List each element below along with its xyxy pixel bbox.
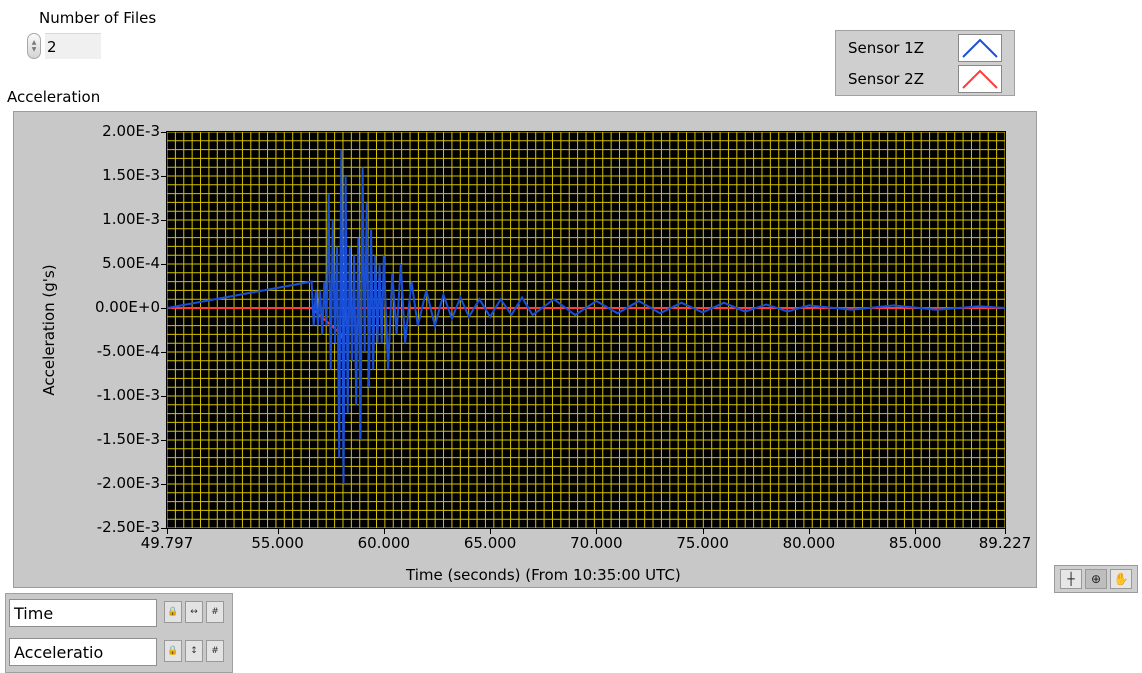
y-autoscale-icon[interactable]: ↕ — [185, 640, 203, 662]
y-scale-name[interactable]: Acceleratio — [9, 638, 157, 666]
y-tick-mark — [161, 528, 167, 529]
legend-item-sensor-1z[interactable]: Sensor 1Z — [848, 33, 1014, 63]
graph-tools-palette[interactable]: ┼ ⊕ ✋ — [1054, 565, 1138, 593]
num-files-input[interactable]: 2 — [45, 33, 101, 59]
y-format-icon[interactable]: # — [206, 640, 224, 662]
x-tick-label: 80.000 — [782, 534, 836, 552]
x-tick-label: 60.000 — [357, 534, 411, 552]
y-tick-label: -5.00E-4 — [96, 342, 160, 360]
num-files-control[interactable]: ▲ ▼ 2 — [27, 31, 105, 61]
y-tick-label: -2.50E-3 — [96, 518, 160, 536]
y-tick-label: 1.00E-3 — [102, 210, 160, 228]
y-tick-mark — [161, 264, 167, 265]
graph-label: Acceleration — [7, 88, 101, 106]
y-tick-label: -2.00E-3 — [96, 474, 160, 492]
x-tick-mark — [277, 528, 279, 534]
x-tick-label: 70.000 — [570, 534, 623, 552]
x-tick-label: 65.000 — [463, 534, 517, 552]
num-files-label: Number of Files — [39, 9, 157, 27]
cursor-tool-icon[interactable]: ┼ — [1060, 569, 1082, 589]
x-tick-mark — [1005, 528, 1006, 534]
legend-item-sensor-2z[interactable]: Sensor 2Z — [848, 64, 1014, 94]
x-tick-mark — [915, 528, 917, 534]
zoom-tool-icon[interactable]: ⊕ — [1085, 569, 1107, 589]
line-style-icon[interactable] — [958, 65, 1002, 93]
y-tick-label: 5.00E-4 — [102, 254, 160, 272]
x-tick-label: 85.000 — [888, 534, 942, 552]
y-tick-label: 2.00E-3 — [102, 122, 160, 140]
x-tick-mark — [596, 528, 598, 534]
x-tick-mark — [167, 528, 168, 534]
plot-svg — [167, 132, 1005, 528]
series-line-sensor-1z — [167, 149, 1005, 485]
x-tick-label: 89.227 — [978, 534, 1032, 552]
increment-decrement-arrows[interactable]: ▲ ▼ — [27, 33, 41, 59]
plot-area[interactable] — [166, 131, 1006, 529]
scale-legend[interactable]: Time 🔒 ↔ # Acceleratio 🔒 ↕ # — [5, 593, 233, 673]
y-tick-label: -1.00E-3 — [96, 386, 160, 404]
y-tick-mark — [161, 396, 167, 397]
y-tick-mark — [161, 352, 167, 353]
plot-legend[interactable]: Sensor 1Z Sensor 2Z — [835, 30, 1015, 96]
y-tick-label: -1.50E-3 — [96, 430, 160, 448]
x-tick-mark — [383, 528, 385, 534]
y-tick-mark — [161, 132, 167, 133]
x-tick-label: 55.000 — [251, 534, 304, 552]
legend-label: Sensor 1Z — [848, 39, 925, 57]
x-tick-label: 75.000 — [676, 534, 729, 552]
pan-tool-icon[interactable]: ✋ — [1110, 569, 1132, 589]
y-tick-mark — [161, 308, 167, 309]
y-tick-mark — [161, 176, 167, 177]
x-tick-mark — [490, 528, 492, 534]
x-autoscale-icon[interactable]: ↔ — [185, 601, 203, 623]
legend-label: Sensor 2Z — [848, 70, 925, 88]
x-tick-label: 49.797 — [140, 534, 194, 552]
decrement-arrow-icon[interactable]: ▼ — [31, 46, 37, 53]
x-scale-name[interactable]: Time — [9, 599, 157, 627]
y-tick-label: 0.00E+0 — [95, 298, 160, 316]
lock-icon[interactable]: 🔒 — [164, 601, 182, 623]
x-format-icon[interactable]: # — [206, 601, 224, 623]
x-axis-title: Time (seconds) (From 10:35:00 UTC) — [406, 566, 681, 584]
x-tick-mark — [808, 528, 810, 534]
y-tick-mark — [161, 484, 167, 485]
grid-lines — [167, 132, 1005, 528]
y-axis-title: Acceleration (g's) — [40, 264, 58, 396]
x-tick-mark — [702, 528, 704, 534]
lock-icon[interactable]: 🔒 — [164, 640, 182, 662]
line-style-icon[interactable] — [958, 34, 1002, 62]
y-tick-label: 1.50E-3 — [102, 166, 160, 184]
y-tick-mark — [161, 440, 167, 441]
increment-arrow-icon[interactable]: ▲ — [31, 39, 37, 46]
y-tick-mark — [161, 220, 167, 221]
